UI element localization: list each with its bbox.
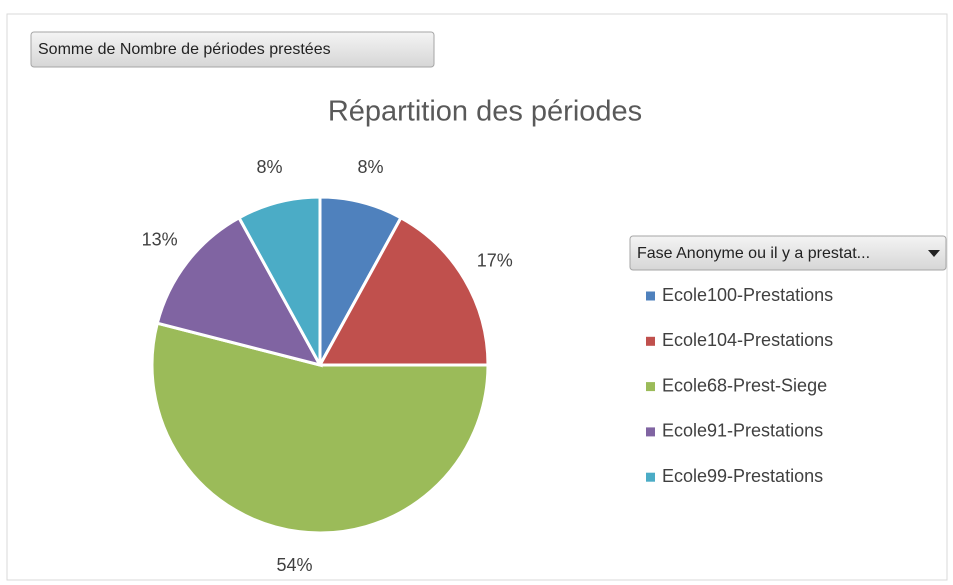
- legend-label: Ecole68-Prest-Siege: [662, 375, 827, 395]
- legend-label: Ecole104-Prestations: [662, 330, 833, 350]
- pie-slice: [317, 215, 490, 367]
- legend-swatch: [646, 427, 655, 437]
- data-label: 8%: [357, 157, 383, 177]
- field-button[interactable]: [30, 31, 435, 68]
- legend-swatch: [646, 382, 655, 392]
- legend-swatch: [646, 291, 655, 301]
- legend-label: Ecole99-Prestations: [662, 466, 823, 486]
- data-label: 13%: [142, 229, 178, 249]
- chart-title: Répartition des périodes: [328, 96, 642, 128]
- dropdown-arrow: [928, 250, 940, 257]
- data-label: 17%: [477, 250, 513, 270]
- chart-frame: [6, 13, 948, 581]
- data-label: 54%: [277, 555, 313, 575]
- legend-swatch: [646, 336, 655, 346]
- legend-title: Fase Anonyme ou il y a prestat...: [637, 245, 870, 262]
- pie-slice: [150, 321, 490, 535]
- pie-slice: [237, 195, 322, 366]
- field-button-label: Somme de Nombre de périodes prestées: [38, 41, 331, 58]
- legend-label: Ecole91-Prestations: [662, 421, 823, 441]
- legend-filter-button[interactable]: [629, 235, 947, 271]
- legend-swatch: [646, 472, 655, 482]
- legend-label: Ecole100-Prestations: [662, 285, 833, 305]
- data-label: 8%: [257, 157, 283, 177]
- pie-slice: [155, 215, 323, 368]
